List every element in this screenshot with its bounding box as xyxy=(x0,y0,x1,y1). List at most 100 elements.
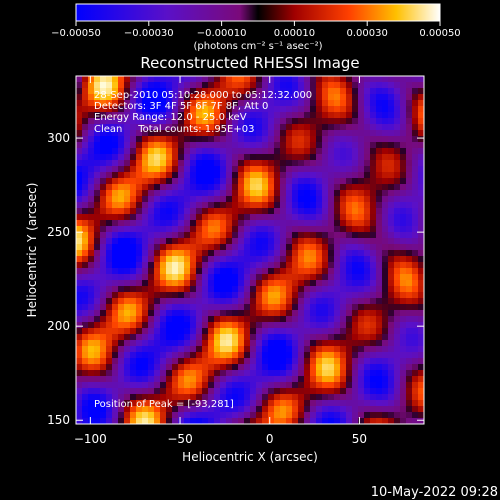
heatmap-cell xyxy=(394,106,401,113)
heatmap-cell xyxy=(250,232,257,239)
heatmap-cell xyxy=(340,322,347,329)
heatmap-cell xyxy=(322,154,329,161)
heatmap-cell xyxy=(244,346,251,353)
heatmap-cell xyxy=(232,400,239,407)
heatmap-cell xyxy=(256,214,263,221)
heatmap-cell xyxy=(394,166,401,173)
heatmap-cell xyxy=(298,364,305,371)
heatmap-cell xyxy=(118,364,125,371)
heatmap-cell xyxy=(172,202,179,209)
heatmap-cell xyxy=(364,274,371,281)
heatmap-cell xyxy=(412,208,419,215)
heatmap-cell xyxy=(274,88,281,95)
heatmap-cell xyxy=(118,100,125,107)
heatmap-cell xyxy=(250,124,257,131)
heatmap-cell xyxy=(346,232,353,239)
heatmap-cell xyxy=(304,172,311,179)
heatmap-cell xyxy=(82,286,89,293)
heatmap-cell xyxy=(220,334,227,341)
heatmap-cell xyxy=(256,118,263,125)
heatmap-cell xyxy=(292,340,299,347)
heatmap-cell xyxy=(334,154,341,161)
heatmap-cell xyxy=(142,100,149,107)
heatmap-cell xyxy=(346,310,353,317)
heatmap-cell xyxy=(244,76,251,83)
heatmap-cell xyxy=(316,418,323,424)
heatmap-cell xyxy=(178,166,185,173)
heatmap-cell xyxy=(412,340,419,347)
heatmap-cell xyxy=(112,196,119,203)
heatmap-cell xyxy=(352,412,359,419)
heatmap-cell xyxy=(220,88,227,95)
heatmap-cell xyxy=(364,76,371,83)
heatmap-cell xyxy=(388,292,395,299)
heatmap-cell xyxy=(388,220,395,227)
heatmap-cell xyxy=(406,172,413,179)
heatmap-cell xyxy=(274,334,281,341)
heatmap-cell xyxy=(238,274,245,281)
heatmap-cell xyxy=(208,166,215,173)
heatmap-cell xyxy=(160,364,167,371)
heatmap-cell xyxy=(316,340,323,347)
heatmap-cell xyxy=(238,262,245,269)
heatmap-cell xyxy=(304,376,311,383)
heatmap-cell xyxy=(88,400,95,407)
heatmap-cell xyxy=(286,220,293,227)
heatmap-cell xyxy=(190,172,197,179)
heatmap-cell xyxy=(94,136,101,143)
heatmap-cell xyxy=(196,148,203,155)
heatmap-cell xyxy=(160,268,167,275)
heatmap-cell xyxy=(394,268,401,275)
heatmap-cell xyxy=(88,346,95,353)
heatmap-cell xyxy=(418,232,424,239)
heatmap-cell xyxy=(256,250,263,257)
heatmap-cell xyxy=(400,316,407,323)
heatmap-cell xyxy=(250,352,257,359)
heatmap-cell xyxy=(256,220,263,227)
heatmap-cell xyxy=(112,382,119,389)
heatmap-cell xyxy=(346,244,353,251)
heatmap-cell xyxy=(274,400,281,407)
heatmap-cell xyxy=(88,208,95,215)
heatmap-cell xyxy=(160,418,167,424)
heatmap-cell xyxy=(268,136,275,143)
heatmap-cell xyxy=(346,322,353,329)
heatmap-cell xyxy=(256,400,263,407)
heatmap-cell xyxy=(358,274,365,281)
heatmap-cell xyxy=(334,400,341,407)
heatmap-cell xyxy=(304,394,311,401)
heatmap-cell xyxy=(352,400,359,407)
heatmap-cell xyxy=(376,292,383,299)
heatmap-cell xyxy=(106,124,113,131)
heatmap-cell xyxy=(88,274,95,281)
heatmap-cell xyxy=(160,118,167,125)
heatmap-cell xyxy=(184,340,191,347)
heatmap-cell xyxy=(100,88,107,95)
heatmap-cell xyxy=(250,328,257,335)
heatmap-cell xyxy=(382,370,389,377)
heatmap-cell xyxy=(154,208,161,215)
heatmap-cell xyxy=(166,142,173,149)
heatmap-cell xyxy=(418,388,424,395)
heatmap-cell xyxy=(340,298,347,305)
heatmap-cell xyxy=(376,196,383,203)
heatmap-cell xyxy=(208,310,215,317)
heatmap-cell xyxy=(250,226,257,233)
heatmap-cell xyxy=(208,418,215,424)
y-tick-label: 150 xyxy=(47,413,70,427)
heatmap-cell xyxy=(142,298,149,305)
heatmap-cell xyxy=(358,394,365,401)
heatmap-cell xyxy=(316,412,323,419)
heatmap-cell xyxy=(352,136,359,143)
heatmap-cell xyxy=(160,130,167,137)
heatmap-cell xyxy=(136,358,143,365)
heatmap-cell xyxy=(232,184,239,191)
heatmap-cell xyxy=(142,238,149,245)
heatmap-cell xyxy=(244,286,251,293)
heatmap-cell xyxy=(418,118,424,125)
heatmap-cell xyxy=(172,256,179,263)
heatmap-cell xyxy=(256,382,263,389)
heatmap-cell xyxy=(388,76,395,83)
heatmap-cell xyxy=(382,400,389,407)
heatmap-cell xyxy=(364,88,371,95)
